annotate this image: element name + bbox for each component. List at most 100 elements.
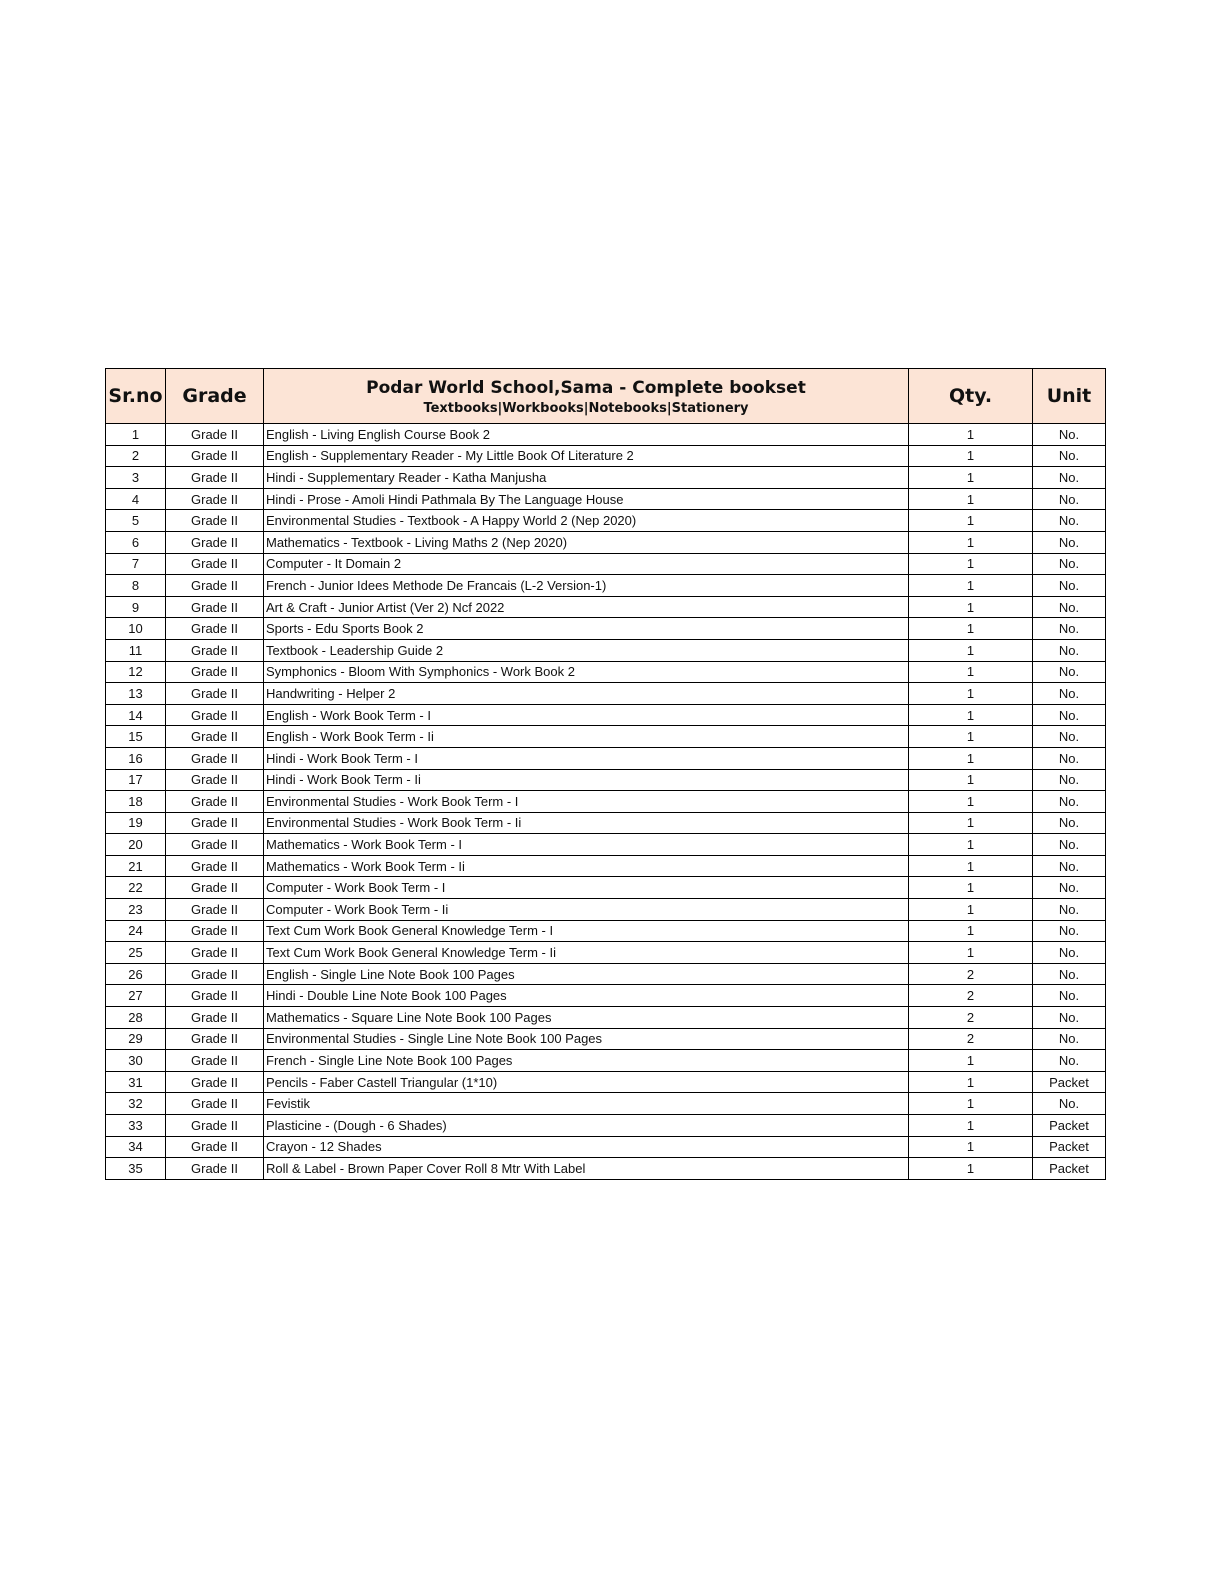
- grade-cell: Grade II: [165, 1114, 264, 1137]
- item-cell: Text Cum Work Book General Knowledge Ter…: [263, 941, 909, 964]
- grade-cell: Grade II: [165, 811, 264, 835]
- srno-cell: 26: [105, 962, 166, 986]
- qty-cell: 1: [908, 703, 1033, 727]
- table-row: 3 Grade II Hindi - Supplementary Reader - …: [105, 466, 1106, 489]
- qty-cell: 1: [908, 898, 1033, 921]
- item-cell: Plasticine - (Dough - 6 Shades): [263, 1114, 909, 1137]
- srno-cell: 8: [105, 574, 166, 597]
- grade-cell: Grade II: [165, 509, 264, 532]
- grade-cell: Grade II: [165, 941, 264, 964]
- srno-cell: 4: [105, 487, 166, 511]
- qty-cell: 1: [908, 725, 1033, 748]
- item-cell: Mathematics - Work Book Term - Ii: [263, 854, 909, 878]
- grade-cell: Grade II: [165, 574, 264, 597]
- qty-cell: 1: [908, 1092, 1033, 1115]
- item-cell: Symphonics - Bloom With Symphonics - Wor…: [263, 660, 909, 684]
- item-cell: Environmental Studies - Single Line Note…: [263, 1027, 909, 1051]
- qty-cell: 1: [908, 746, 1033, 770]
- table-row: 18 Grade II Environmental Studies - Work B…: [105, 790, 1106, 813]
- table-row: 29 Grade II Environmental Studies - Single…: [105, 1027, 1106, 1051]
- srno-cell: 33: [105, 1114, 166, 1137]
- grade-cell: Grade II: [165, 854, 264, 878]
- srno-cell: 23: [105, 898, 166, 921]
- grade-cell: Grade II: [165, 876, 264, 900]
- item-cell: English - Work Book Term - I: [263, 703, 909, 727]
- unit-cell: No.: [1032, 638, 1106, 662]
- qty-cell: 1: [908, 919, 1033, 943]
- item-cell: Hindi - Prose - Amoli Hindi Pathmala By …: [263, 487, 909, 511]
- srno-cell: 10: [105, 617, 166, 640]
- qty-cell: 1: [908, 423, 1033, 446]
- table-row: 9 Grade II Art & Craft - Junior Artist (Ve…: [105, 595, 1106, 619]
- item-cell: English - Work Book Term - Ii: [263, 725, 909, 748]
- table-subtitle: Textbooks|Workbooks|Notebooks|Stationery: [423, 401, 749, 416]
- table-row: 24 Grade II Text Cum Work Book General Kno…: [105, 919, 1106, 943]
- qty-cell: 1: [908, 466, 1033, 489]
- table-row: 32 Grade II Fevistik 1 No.: [105, 1092, 1106, 1115]
- srno-cell: 5: [105, 509, 166, 532]
- srno-cell: 20: [105, 833, 166, 856]
- item-cell: Hindi - Double Line Note Book 100 Pages: [263, 984, 909, 1008]
- item-cell: Crayon - 12 Shades: [263, 1135, 909, 1159]
- grade-cell: Grade II: [165, 552, 264, 576]
- srno-cell: 1: [105, 423, 166, 446]
- item-cell: Mathematics - Textbook - Living Maths 2 …: [263, 530, 909, 554]
- srno-cell: 28: [105, 1006, 166, 1029]
- item-cell: French - Single Line Note Book 100 Pages: [263, 1049, 909, 1072]
- unit-cell: No.: [1032, 444, 1106, 468]
- unit-cell: No.: [1032, 941, 1106, 964]
- srno-cell: 6: [105, 530, 166, 554]
- qty-cell: 1: [908, 833, 1033, 856]
- unit-cell: No.: [1032, 854, 1106, 878]
- unit-cell: No.: [1032, 660, 1106, 684]
- item-cell: English - Supplementary Reader - My Litt…: [263, 444, 909, 468]
- unit-cell: No.: [1032, 790, 1106, 813]
- unit-cell: No.: [1032, 876, 1106, 900]
- srno-cell: 9: [105, 595, 166, 619]
- item-cell: Handwriting - Helper 2: [263, 682, 909, 705]
- srno-cell: 14: [105, 703, 166, 727]
- unit-cell: No.: [1032, 1049, 1106, 1072]
- qty-cell: 1: [908, 768, 1033, 792]
- grade-cell: Grade II: [165, 1006, 264, 1029]
- grade-cell: Grade II: [165, 1157, 264, 1180]
- grade-cell: Grade II: [165, 466, 264, 489]
- qty-cell: 1: [908, 811, 1033, 835]
- unit-cell: No.: [1032, 595, 1106, 619]
- unit-cell: No.: [1032, 962, 1106, 986]
- item-cell: Hindi - Work Book Term - I: [263, 746, 909, 770]
- srno-cell: 24: [105, 919, 166, 943]
- grade-cell: Grade II: [165, 703, 264, 727]
- unit-cell: No.: [1032, 617, 1106, 640]
- table-title: Podar World School,Sama - Complete books…: [366, 378, 806, 398]
- unit-cell: No.: [1032, 984, 1106, 1008]
- table-row: 30 Grade II French - Single Line Note Book…: [105, 1049, 1106, 1072]
- item-cell: Roll & Label - Brown Paper Cover Roll 8 …: [263, 1157, 909, 1180]
- grade-cell: Grade II: [165, 682, 264, 705]
- header-grade: Grade: [165, 368, 264, 424]
- srno-cell: 19: [105, 811, 166, 835]
- table-row: 15 Grade II English - Work Book Term - Ii 1…: [105, 725, 1106, 748]
- bookset-table: Sr.no Grade Podar World School,Sama - Co…: [105, 368, 1106, 1180]
- grade-cell: Grade II: [165, 595, 264, 619]
- item-cell: Environmental Studies - Work Book Term -…: [263, 790, 909, 813]
- grade-cell: Grade II: [165, 423, 264, 446]
- qty-cell: 2: [908, 1006, 1033, 1029]
- unit-cell: No.: [1032, 833, 1106, 856]
- grade-cell: Grade II: [165, 833, 264, 856]
- grade-cell: Grade II: [165, 1135, 264, 1159]
- header-qty: Qty.: [908, 368, 1033, 424]
- srno-cell: 18: [105, 790, 166, 813]
- table-row: 23 Grade II Computer - Work Book Term - Ii…: [105, 898, 1106, 921]
- table-row: 2 Grade II English - Supplementary Reader …: [105, 444, 1106, 468]
- unit-cell: No.: [1032, 530, 1106, 554]
- table-row: 33 Grade II Plasticine - (Dough - 6 Shades…: [105, 1114, 1106, 1137]
- item-cell: Environmental Studies - Work Book Term -…: [263, 811, 909, 835]
- srno-cell: 7: [105, 552, 166, 576]
- unit-cell: No.: [1032, 898, 1106, 921]
- table-row: 13 Grade II Handwriting - Helper 2 1 No.: [105, 682, 1106, 705]
- item-cell: English - Living English Course Book 2: [263, 423, 909, 446]
- qty-cell: 2: [908, 962, 1033, 986]
